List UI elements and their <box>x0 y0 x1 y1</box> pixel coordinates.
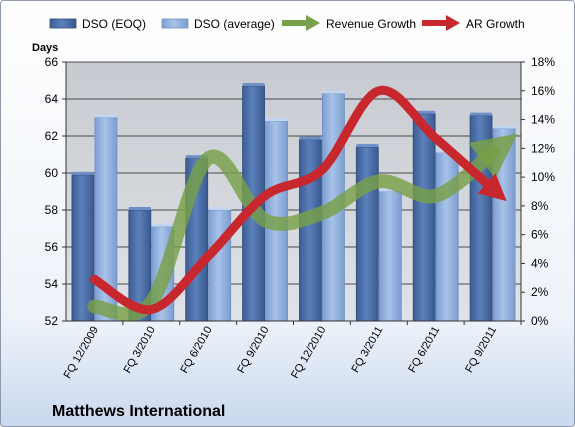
legend-item: Revenue Growth <box>282 15 416 31</box>
legend-item: DSO (EOQ) <box>49 17 146 31</box>
bar-top <box>94 114 117 118</box>
y-left-tick-label: 58 <box>45 203 59 217</box>
bar-top <box>413 110 436 114</box>
y-right-tick-label: 12% <box>531 141 555 155</box>
legend-arrow-head <box>446 15 460 31</box>
y-right-tick-label: 14% <box>531 113 555 127</box>
bar-top <box>299 136 322 140</box>
bar-top <box>185 155 208 159</box>
y-right-tick-label: 8% <box>531 199 549 213</box>
bar-dso-eoq <box>71 174 95 322</box>
y-left-tick-label: 66 <box>45 55 59 69</box>
bar-dso-eoq <box>412 113 436 322</box>
y-right-tick-label: 18% <box>531 55 555 69</box>
bar-top <box>470 112 493 116</box>
bar-top <box>379 188 402 192</box>
bar-dso-average <box>208 209 232 322</box>
chart-title: Matthews International <box>52 403 225 420</box>
y-axis-title: Days <box>32 42 58 54</box>
legend-label: Revenue Growth <box>326 17 416 31</box>
bar-top <box>71 171 94 175</box>
legend-label: DSO (average) <box>194 17 275 31</box>
legend-swatch <box>161 18 189 29</box>
y-right-tick-label: 6% <box>531 228 549 242</box>
y-right-tick-label: 4% <box>531 256 549 270</box>
y-right-tick-label: 10% <box>531 170 555 184</box>
bar-dso-eoq <box>299 139 322 322</box>
y-left-tick-label: 64 <box>45 92 59 106</box>
line-series-group <box>87 85 518 322</box>
legend-item: AR Growth <box>422 15 525 31</box>
y-left-tick-label: 62 <box>45 129 59 143</box>
bar-top <box>208 207 231 210</box>
y-left-tick-label: 56 <box>45 240 59 254</box>
y-left-tick-label: 52 <box>45 314 59 328</box>
bar-dso-eoq <box>355 146 379 322</box>
bar-top <box>322 90 345 94</box>
y-left-tick-label: 60 <box>45 166 59 180</box>
line-revenue-growth <box>87 133 518 322</box>
bar-top <box>128 207 151 210</box>
bar-dso-average <box>378 191 402 322</box>
bar-top <box>151 223 174 227</box>
line-ar-growth <box>89 85 507 315</box>
legend: DSO (EOQ) DSO (average) Revenue Growth AR G… <box>49 15 525 31</box>
legend-item: DSO (average) <box>161 17 275 31</box>
bar-dso-eoq <box>469 115 493 322</box>
legend-label: DSO (EOQ) <box>82 17 146 31</box>
bar-top <box>265 118 288 122</box>
y-left-tick-label: 54 <box>45 277 59 291</box>
y-right-tick-label: 0% <box>531 314 549 328</box>
bar-top <box>356 144 379 148</box>
legend-arrow-head <box>306 15 320 31</box>
y-right-tick-label: 16% <box>531 84 555 98</box>
legend-swatch <box>49 18 77 29</box>
bar-top <box>242 83 265 87</box>
y-right-tick-label: 2% <box>531 285 549 299</box>
legend-label: AR Growth <box>466 17 525 31</box>
bar-top <box>493 125 516 129</box>
